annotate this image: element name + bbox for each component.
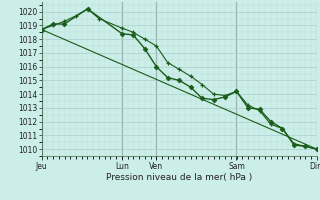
X-axis label: Pression niveau de la mer( hPa ): Pression niveau de la mer( hPa )	[106, 173, 252, 182]
